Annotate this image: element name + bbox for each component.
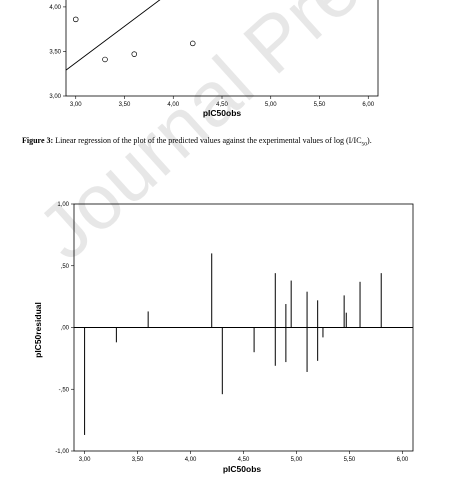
scatter-point	[190, 40, 196, 47]
regression-plot: 3,00 3,50 4,00 4,50 5,00 5,50 6,00 3,00 3,50 4,0…	[49, 0, 379, 118]
residual-x-ticks: 3,00 3,50 4,00 4,50 5,00 5,50 6,00	[79, 451, 409, 463]
y-tick-label: 3,50	[49, 49, 61, 55]
caption-text: Linear regression of the plot of the pre…	[55, 136, 362, 145]
figure-caption: Figure 3: Linear regression of the plot …	[22, 136, 472, 148]
x-tick-label: 5,00	[265, 102, 277, 108]
y-tick-label: 4,00	[49, 5, 61, 11]
x-tick-label: 5,50	[314, 102, 326, 108]
regression-x-axis-title: pIC50obs	[203, 108, 242, 118]
caption-subscript: 50	[361, 141, 368, 148]
x-tick-label: 6,00	[397, 457, 409, 463]
caption-label: Figure 3:	[22, 136, 54, 145]
regression-marks	[65, 0, 196, 71]
residual-marks	[74, 253, 413, 435]
residual-x-axis-title: pIC50obs	[223, 464, 262, 474]
regression-y-ticks: 3,00 3,50 4,00	[49, 5, 66, 100]
y-tick-label: -1,00	[55, 449, 69, 455]
x-tick-label: 4,00	[167, 102, 179, 108]
x-tick-label: 3,00	[70, 102, 82, 108]
y-tick-label: ,50	[61, 264, 70, 270]
y-tick-label: ,00	[61, 326, 70, 332]
x-tick-label: 5,00	[291, 457, 303, 463]
x-tick-label: 4,50	[238, 457, 250, 463]
x-tick-label: 3,50	[132, 457, 144, 463]
y-tick-label: 1,00	[57, 202, 69, 208]
x-tick-label: 5,50	[344, 457, 356, 463]
x-tick-label: 3,50	[119, 102, 131, 108]
residual-y-ticks: 1,00 ,50 ,00 -,50 -1,00	[55, 202, 74, 455]
caption-end: ).	[367, 136, 372, 145]
y-tick-label: -,50	[59, 387, 70, 393]
x-tick-label: 4,00	[185, 457, 197, 463]
regression-line	[65, 0, 161, 71]
x-tick-label: 6,00	[362, 102, 374, 108]
x-tick-label: 3,00	[79, 457, 91, 463]
scatter-point	[72, 16, 79, 23]
x-tick-label: 4,50	[216, 102, 228, 108]
regression-plot-frame	[65, 0, 379, 97]
scatter-point	[131, 51, 138, 57]
residual-y-axis-title: pIC50residual	[33, 302, 43, 358]
regression-x-ticks: 3,00 3,50 4,00 4,50 5,00 5,50 6,00	[70, 96, 375, 108]
y-tick-label: 3,00	[49, 94, 61, 100]
residual-plot: 3,00 3,50 4,00 4,50 5,00 5,50 6,00 1,00 ,50 ,00 -…	[33, 202, 414, 474]
scatter-point	[102, 56, 108, 63]
